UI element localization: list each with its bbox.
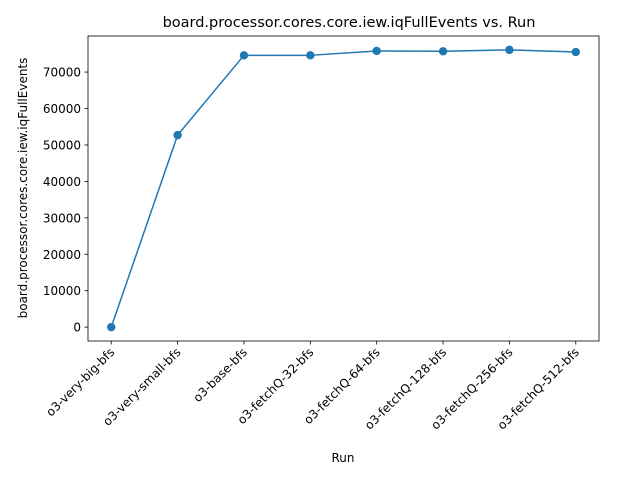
y-tick-label: 10000 [43,284,81,298]
x-tick-label: o3-base-bfs [190,345,250,405]
data-point [173,130,182,140]
data-point [372,46,381,56]
y-tick-label: 0 [73,321,81,335]
data-point [438,47,448,56]
data-point [571,47,580,57]
y-tick-label: 50000 [43,138,81,152]
x-axis-label: Run [331,451,354,465]
plot-area: 0 10000 20000 30000 40000 50000 60000 70000 o3-v… [43,35,600,432]
y-tick-label: 60000 [43,102,81,116]
y-tick-label: 30000 [43,211,81,225]
data-point [239,51,249,60]
series-line [110,49,576,328]
chart-title: board.processor.cores.core.iew.iqFullEve… [163,15,536,31]
data-point [107,322,116,332]
y-tick-label: 20000 [43,248,81,262]
y-tick-label: 40000 [43,175,81,189]
y-tick-label: 70000 [43,66,81,80]
data-point [505,45,514,55]
x-tick-label: o3-very-big-bfs [43,345,117,419]
data-point [306,51,315,60]
plot-frame [87,35,600,342]
y-axis-label: board.processor.cores.core.iew.iqFullEve… [16,58,30,319]
